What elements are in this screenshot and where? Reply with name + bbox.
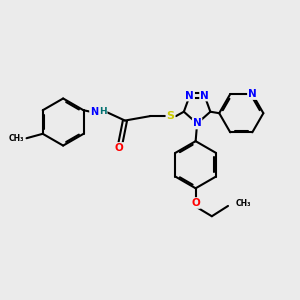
Text: O: O <box>191 198 200 208</box>
Text: N: N <box>248 89 257 99</box>
Text: O: O <box>115 143 124 153</box>
Text: N: N <box>185 91 194 100</box>
Text: N: N <box>200 91 209 100</box>
Text: H: H <box>99 107 107 116</box>
Text: CH₃: CH₃ <box>236 199 251 208</box>
Text: N: N <box>193 118 202 128</box>
Text: N: N <box>90 107 98 117</box>
Text: CH₃: CH₃ <box>9 134 24 143</box>
Text: S: S <box>167 111 175 121</box>
